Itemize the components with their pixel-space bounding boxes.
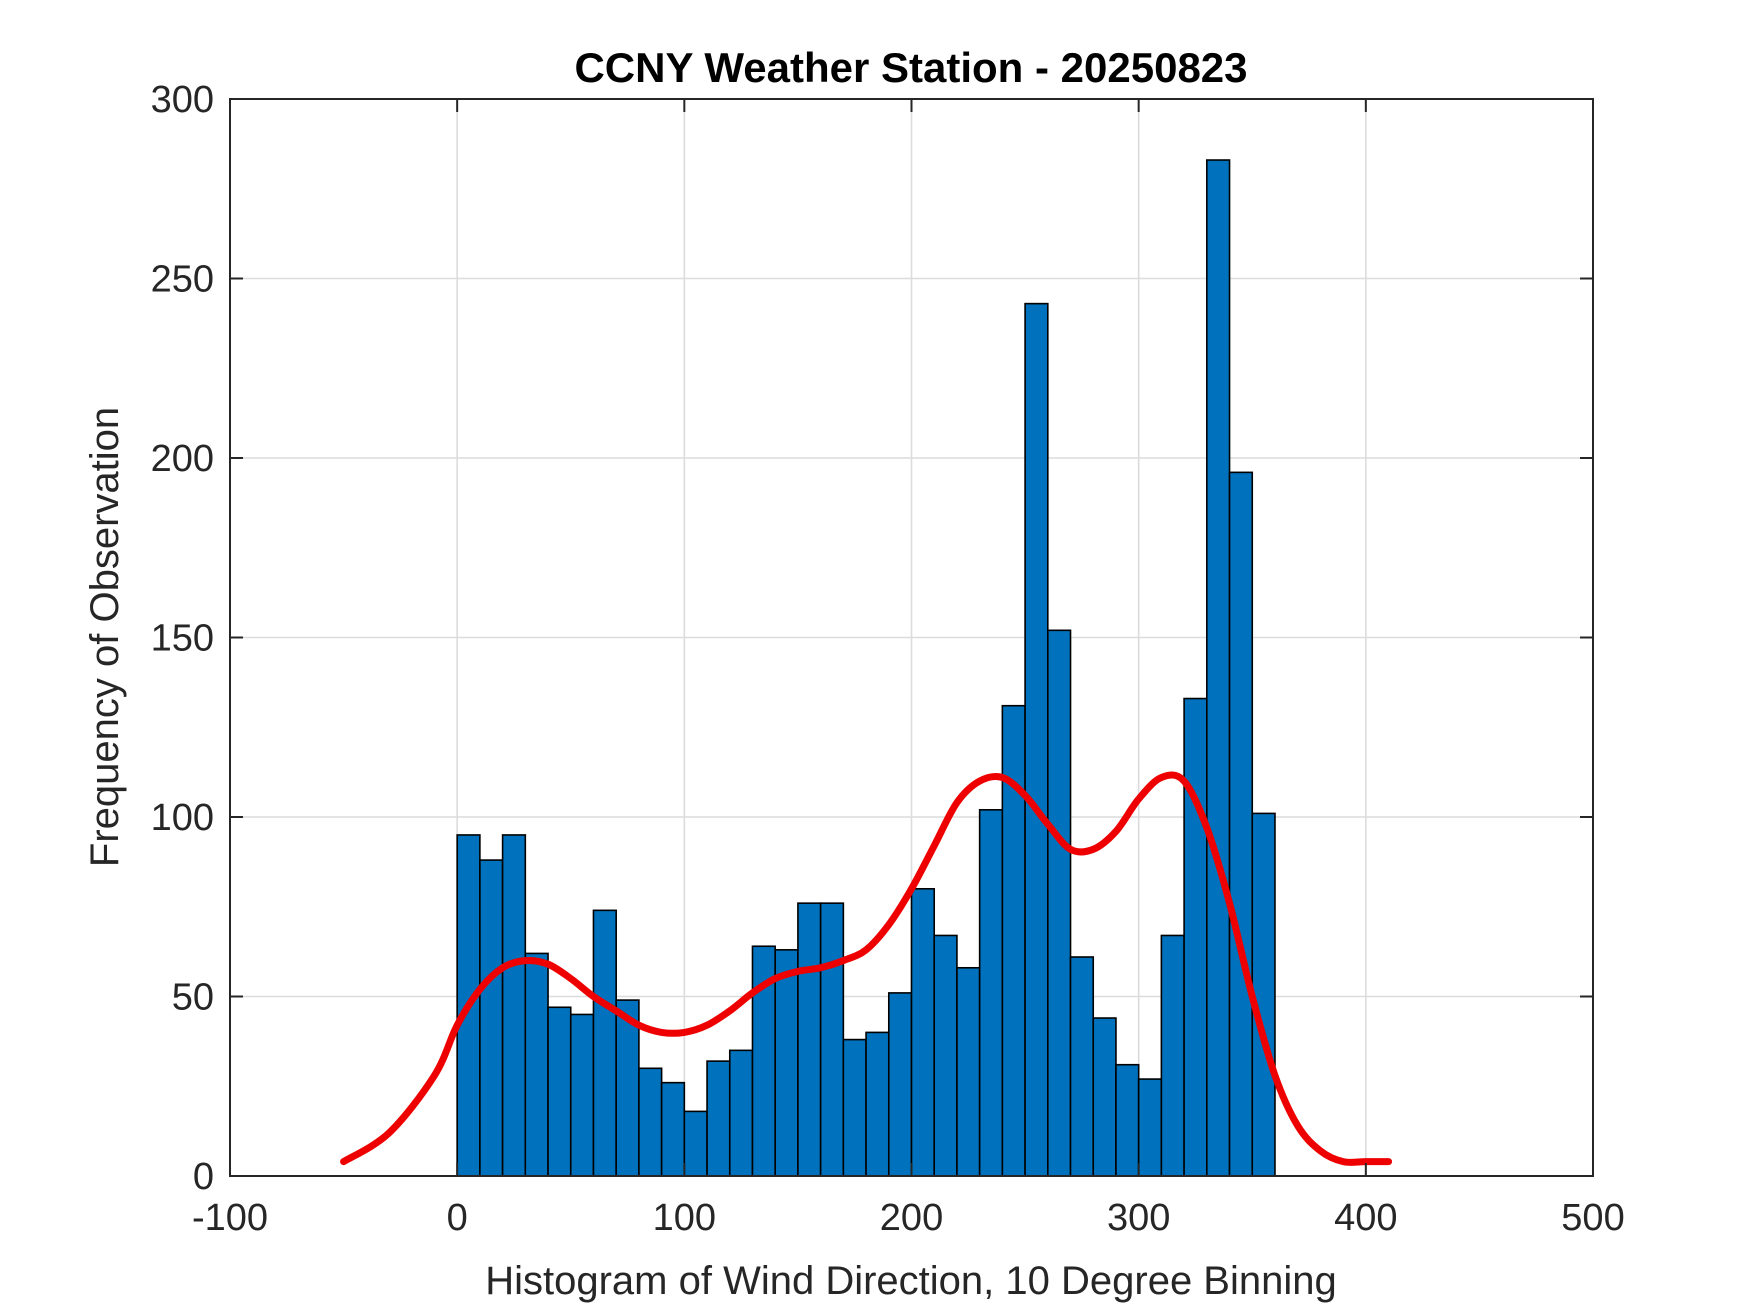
y-axis-label: Frequency of Observation bbox=[83, 407, 127, 867]
histogram-bar bbox=[978, 809, 1004, 1177]
density-curve bbox=[340, 771, 1393, 1166]
y-tick-label: 50 bbox=[172, 977, 214, 1019]
histogram-bar bbox=[774, 949, 799, 1177]
tick-marks bbox=[229, 98, 1594, 1177]
y-tick-label: 200 bbox=[151, 438, 214, 480]
histogram-bar bbox=[1024, 302, 1049, 1177]
y-tick-label: 150 bbox=[151, 618, 214, 660]
histogram-bar bbox=[1206, 159, 1231, 1177]
y-tick-label: 250 bbox=[151, 259, 214, 301]
histogram-bar bbox=[660, 1081, 686, 1177]
x-tick-label: 300 bbox=[1107, 1197, 1170, 1239]
histogram-bar bbox=[706, 1060, 731, 1177]
x-tick-label: 500 bbox=[1561, 1197, 1624, 1239]
y-tick-label: 100 bbox=[151, 797, 214, 839]
y-tick-labels: 0 50 100 150 200 250 300 bbox=[151, 79, 214, 1198]
histogram-bar bbox=[638, 1067, 663, 1177]
histogram-bar bbox=[683, 1110, 708, 1177]
histogram-bar bbox=[524, 952, 549, 1177]
x-tick-label: 100 bbox=[653, 1197, 716, 1239]
histogram-bar bbox=[819, 902, 845, 1177]
y-tick-label: 0 bbox=[193, 1156, 214, 1198]
x-axis-label: Histogram of Wind Direction, 10 Degree B… bbox=[485, 1259, 1337, 1303]
histogram-bar bbox=[865, 1031, 890, 1177]
x-tick-labels: -100 0 100 200 300 400 500 bbox=[192, 1197, 1625, 1239]
histogram-bars bbox=[456, 159, 1276, 1177]
histogram-bar bbox=[592, 909, 617, 1177]
x-tick-label: -100 bbox=[192, 1197, 268, 1239]
histogram-bar bbox=[728, 1049, 754, 1177]
chart-title: CCNY Weather Station - 20250823 bbox=[574, 44, 1247, 91]
x-tick-label: 400 bbox=[1334, 1197, 1397, 1239]
x-tick-label: 200 bbox=[880, 1197, 943, 1239]
histogram-bar bbox=[1160, 934, 1185, 1177]
histogram-bar bbox=[1047, 629, 1072, 1177]
histogram-bar bbox=[933, 934, 958, 1177]
histogram-bar bbox=[501, 834, 527, 1177]
histogram-bar bbox=[1115, 1063, 1140, 1177]
y-tick-label: 300 bbox=[151, 79, 214, 121]
histogram-bar bbox=[1137, 1078, 1163, 1177]
histogram-bar bbox=[1251, 812, 1276, 1177]
histogram-bar bbox=[1092, 1017, 1117, 1177]
histogram-bar bbox=[569, 1013, 595, 1177]
histogram-bar bbox=[547, 1006, 572, 1177]
x-tick-label: 0 bbox=[447, 1197, 468, 1239]
histogram-bar bbox=[910, 887, 936, 1177]
histogram-bar bbox=[956, 966, 981, 1177]
histogram-bar bbox=[1069, 956, 1095, 1177]
histogram-bar bbox=[887, 992, 913, 1177]
density-curve-line bbox=[340, 771, 1393, 1166]
histogram-bar bbox=[842, 1038, 867, 1177]
histogram-bar bbox=[1183, 697, 1208, 1177]
histogram-bar bbox=[797, 902, 822, 1177]
histogram-bar bbox=[1228, 471, 1254, 1177]
histogram-bar bbox=[479, 859, 504, 1177]
